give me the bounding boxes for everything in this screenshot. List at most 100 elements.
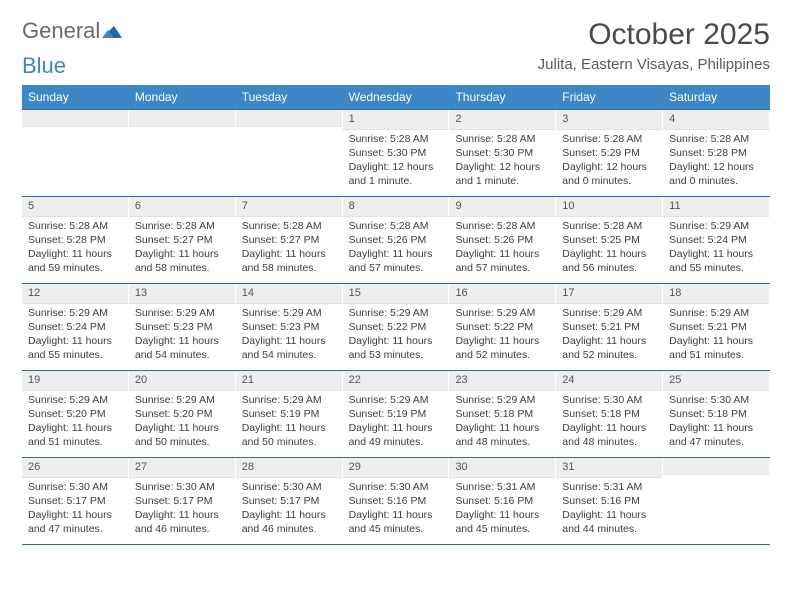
day-number: 16 bbox=[449, 284, 555, 304]
day-cell: 13Sunrise: 5:29 AMSunset: 5:23 PMDayligh… bbox=[129, 284, 236, 370]
day-number: 26 bbox=[22, 458, 128, 478]
sunset-text: Sunset: 5:28 PM bbox=[28, 233, 122, 247]
day-number: 19 bbox=[22, 371, 128, 391]
day-number: 27 bbox=[129, 458, 235, 478]
empty-cell bbox=[663, 458, 770, 544]
day-details: Sunrise: 5:28 AMSunset: 5:25 PMDaylight:… bbox=[556, 217, 662, 280]
daylight-text: Daylight: 11 hours and 54 minutes. bbox=[135, 334, 229, 362]
day-details: Sunrise: 5:29 AMSunset: 5:21 PMDaylight:… bbox=[556, 304, 662, 367]
daylight-text: Daylight: 11 hours and 51 minutes. bbox=[669, 334, 763, 362]
day-number: 29 bbox=[343, 458, 449, 478]
title-block: October 2025 Julita, Eastern Visayas, Ph… bbox=[538, 18, 770, 73]
day-cell: 6Sunrise: 5:28 AMSunset: 5:27 PMDaylight… bbox=[129, 197, 236, 283]
day-details: Sunrise: 5:29 AMSunset: 5:23 PMDaylight:… bbox=[236, 304, 342, 367]
day-number: 21 bbox=[236, 371, 342, 391]
sunset-text: Sunset: 5:26 PM bbox=[455, 233, 549, 247]
sunset-text: Sunset: 5:22 PM bbox=[455, 320, 549, 334]
sunset-text: Sunset: 5:17 PM bbox=[135, 494, 229, 508]
daylight-text: Daylight: 11 hours and 56 minutes. bbox=[562, 247, 656, 275]
sunset-text: Sunset: 5:17 PM bbox=[242, 494, 336, 508]
sunrise-text: Sunrise: 5:29 AM bbox=[455, 393, 549, 407]
day-cell: 24Sunrise: 5:30 AMSunset: 5:18 PMDayligh… bbox=[556, 371, 663, 457]
day-number bbox=[22, 110, 128, 127]
sunset-text: Sunset: 5:17 PM bbox=[28, 494, 122, 508]
day-number bbox=[663, 458, 769, 475]
daylight-text: Daylight: 11 hours and 53 minutes. bbox=[349, 334, 443, 362]
dow-sunday: Sunday bbox=[22, 85, 129, 109]
day-cell: 10Sunrise: 5:28 AMSunset: 5:25 PMDayligh… bbox=[556, 197, 663, 283]
sunrise-text: Sunrise: 5:29 AM bbox=[562, 306, 656, 320]
sunrise-text: Sunrise: 5:29 AM bbox=[28, 306, 122, 320]
day-cell: 16Sunrise: 5:29 AMSunset: 5:22 PMDayligh… bbox=[449, 284, 556, 370]
day-cell: 22Sunrise: 5:29 AMSunset: 5:19 PMDayligh… bbox=[343, 371, 450, 457]
day-number: 18 bbox=[663, 284, 769, 304]
week-row: 12Sunrise: 5:29 AMSunset: 5:24 PMDayligh… bbox=[22, 283, 770, 370]
brand-word-1: General bbox=[22, 18, 100, 44]
sunrise-text: Sunrise: 5:29 AM bbox=[349, 393, 443, 407]
week-row: 19 Sunrise: 5:29 AM Sunset: 5:20 PM Dayligh… bbox=[22, 370, 770, 457]
sunrise-text: Sunrise: 5:29 AM bbox=[242, 306, 336, 320]
day-details: Sunrise: 5:29 AMSunset: 5:22 PMDaylight:… bbox=[449, 304, 555, 367]
sunrise-text: Sunrise: 5:30 AM bbox=[669, 393, 763, 407]
day-number: 5 bbox=[22, 197, 128, 217]
daylight-text: Daylight: 11 hours and 57 minutes. bbox=[349, 247, 443, 275]
day-number: 17 bbox=[556, 284, 662, 304]
daylight-text: Daylight: 11 hours and 48 minutes. bbox=[455, 421, 549, 449]
sunset-text: Sunset: 5:27 PM bbox=[135, 233, 229, 247]
day-details: Sunrise: 5:28 AMSunset: 5:26 PMDaylight:… bbox=[449, 217, 555, 280]
weeks-container: 1Sunrise: 5:28 AMSunset: 5:30 PMDaylight… bbox=[22, 109, 770, 545]
day-of-week-header: Sunday Monday Tuesday Wednesday Thursday… bbox=[22, 85, 770, 109]
day-number: 15 bbox=[343, 284, 449, 304]
sunset-text: Sunset: 5:23 PM bbox=[242, 320, 336, 334]
calendar-page: General October 2025 Julita, Eastern Vis… bbox=[0, 0, 792, 563]
daylight-text: Daylight: 12 hours and 0 minutes. bbox=[669, 160, 763, 188]
sunrise-text: Sunrise: 5:30 AM bbox=[28, 480, 122, 494]
day-details: Sunrise: 5:30 AMSunset: 5:17 PMDaylight:… bbox=[236, 478, 342, 541]
sunset-text: Sunset: 5:28 PM bbox=[669, 146, 763, 160]
day-number: 4 bbox=[663, 110, 769, 130]
sunset-text: Sunset: 5:16 PM bbox=[455, 494, 549, 508]
daylight-text: Daylight: 11 hours and 51 minutes. bbox=[28, 421, 122, 449]
day-details: Sunrise: 5:28 AMSunset: 5:27 PMDaylight:… bbox=[236, 217, 342, 280]
dow-monday: Monday bbox=[129, 85, 236, 109]
day-details: Sunrise: 5:29 AMSunset: 5:19 PMDaylight:… bbox=[236, 391, 342, 454]
daylight-text: Daylight: 11 hours and 45 minutes. bbox=[455, 508, 549, 536]
day-details: Sunrise: 5:30 AMSunset: 5:17 PMDaylight:… bbox=[129, 478, 235, 541]
empty-cell bbox=[22, 110, 129, 196]
daylight-text: Daylight: 11 hours and 46 minutes. bbox=[242, 508, 336, 536]
day-details: Sunrise: 5:29 AMSunset: 5:21 PMDaylight:… bbox=[663, 304, 769, 367]
sunrise-text: Sunrise: 5:31 AM bbox=[562, 480, 656, 494]
sunset-text: Sunset: 5:20 PM bbox=[135, 407, 229, 421]
daylight-text: Daylight: 11 hours and 50 minutes. bbox=[242, 421, 336, 449]
sunrise-text: Sunrise: 5:28 AM bbox=[28, 219, 122, 233]
day-number: 22 bbox=[343, 371, 449, 391]
day-cell: 26 Sunrise: 5:30 AMSunset: 5:17 PMDayligh… bbox=[22, 458, 129, 544]
sunset-text: Sunset: 5:24 PM bbox=[28, 320, 122, 334]
day-cell: 20Sunrise: 5:29 AMSunset: 5:20 PMDayligh… bbox=[129, 371, 236, 457]
daylight-text: Daylight: 12 hours and 0 minutes. bbox=[562, 160, 656, 188]
day-number: 9 bbox=[449, 197, 555, 217]
day-number: 12 bbox=[22, 284, 128, 304]
day-cell: 27Sunrise: 5:30 AMSunset: 5:17 PMDayligh… bbox=[129, 458, 236, 544]
day-details: Sunrise: 5:28 AMSunset: 5:28 PMDaylight:… bbox=[663, 130, 769, 193]
week-row: 1Sunrise: 5:28 AMSunset: 5:30 PMDaylight… bbox=[22, 109, 770, 196]
sunset-text: Sunset: 5:27 PM bbox=[242, 233, 336, 247]
sunrise-text: Sunrise: 5:28 AM bbox=[135, 219, 229, 233]
daylight-text: Daylight: 11 hours and 58 minutes. bbox=[135, 247, 229, 275]
daylight-text: Daylight: 11 hours and 47 minutes. bbox=[28, 508, 122, 536]
week-row: 26Sunrise: 5:30 AMSunset: 5:17 PMDayligh… bbox=[22, 457, 770, 545]
day-cell: 11Sunrise: 5:29 AMSunset: 5:24 PMDayligh… bbox=[663, 197, 770, 283]
day-details: Sunrise: 5:29 AMSunset: 5:24 PMDaylight:… bbox=[22, 304, 128, 367]
brand-logo: General bbox=[22, 18, 122, 44]
logo-triangle-icon bbox=[102, 18, 122, 44]
day-cell: 3Sunrise: 5:28 AMSunset: 5:29 PMDaylight… bbox=[556, 110, 663, 196]
day-cell: 9Sunrise: 5:28 AMSunset: 5:26 PMDaylight… bbox=[449, 197, 556, 283]
day-details: Sunrise: 5:31 AMSunset: 5:16 PMDaylight:… bbox=[449, 478, 555, 541]
sunset-text: Sunset: 5:29 PM bbox=[562, 146, 656, 160]
sunset-text: Sunset: 5:21 PM bbox=[669, 320, 763, 334]
day-number: 8 bbox=[343, 197, 449, 217]
day-number: 13 bbox=[129, 284, 235, 304]
day-details: Sunrise: 5:28 AMSunset: 5:30 PMDaylight:… bbox=[449, 130, 555, 193]
location-label: Julita, Eastern Visayas, Philippines bbox=[538, 56, 770, 73]
sunrise-text: Sunrise: 5:29 AM bbox=[669, 306, 763, 320]
